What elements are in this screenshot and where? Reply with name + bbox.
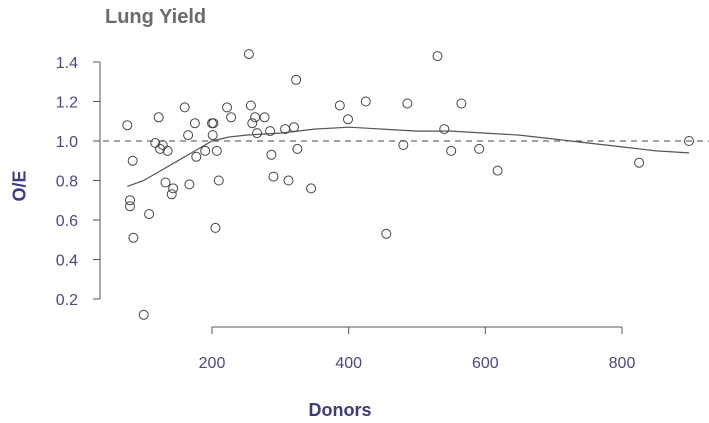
data-point bbox=[283, 175, 294, 186]
data-point bbox=[207, 130, 218, 141]
data-point bbox=[250, 112, 261, 123]
y-tick-label: 1.2 bbox=[56, 95, 78, 112]
data-point bbox=[183, 130, 194, 141]
data-point bbox=[213, 175, 224, 186]
data-point bbox=[247, 118, 258, 129]
data-point bbox=[162, 145, 173, 156]
data-point bbox=[492, 165, 503, 176]
x-tick-label: 200 bbox=[199, 355, 226, 372]
data-point bbox=[265, 126, 276, 137]
data-point bbox=[289, 122, 299, 133]
data-point bbox=[210, 222, 221, 233]
data-point bbox=[144, 209, 155, 220]
y-tick-label: 0.2 bbox=[56, 292, 78, 309]
data-point bbox=[446, 145, 457, 156]
data-point bbox=[474, 143, 485, 154]
data-point bbox=[456, 98, 467, 109]
data-point bbox=[360, 96, 371, 107]
y-tick-label: 1.4 bbox=[56, 55, 78, 72]
data-point bbox=[160, 177, 171, 188]
data-point bbox=[222, 102, 232, 113]
chart-title: Lung Yield bbox=[105, 6, 207, 28]
data-point bbox=[268, 171, 279, 182]
data-point bbox=[157, 140, 168, 150]
data-point bbox=[432, 51, 443, 62]
data-point bbox=[128, 232, 139, 243]
data-point bbox=[200, 145, 211, 156]
data-point bbox=[191, 151, 202, 162]
data-point bbox=[266, 149, 277, 160]
data-point bbox=[439, 124, 450, 135]
smooth-curve bbox=[127, 126, 690, 187]
data-point bbox=[184, 179, 195, 190]
y-tick-label: 0.8 bbox=[56, 174, 78, 191]
data-point bbox=[402, 98, 413, 109]
data-point bbox=[122, 120, 133, 131]
data-point bbox=[189, 118, 200, 129]
data-point bbox=[292, 143, 303, 154]
data-point bbox=[334, 100, 345, 111]
data-point bbox=[634, 157, 645, 168]
x-tick-label: 600 bbox=[472, 355, 499, 372]
x-tick-label: 800 bbox=[609, 355, 636, 372]
data-point bbox=[127, 155, 138, 166]
data-point bbox=[343, 114, 353, 125]
y-axis-label: O/E bbox=[9, 170, 30, 202]
data-point bbox=[211, 145, 222, 156]
data-point bbox=[179, 102, 190, 113]
data-point bbox=[381, 228, 392, 239]
data-point bbox=[166, 189, 177, 200]
y-tick-label: 1.0 bbox=[56, 134, 78, 151]
y-tick-label: 0.4 bbox=[56, 253, 78, 270]
x-axis-label: Donors bbox=[308, 400, 372, 420]
data-point bbox=[125, 195, 135, 206]
data-point bbox=[252, 128, 263, 139]
data-point bbox=[259, 112, 270, 123]
data-point bbox=[245, 100, 256, 111]
data-point bbox=[168, 183, 179, 194]
data-point bbox=[398, 140, 409, 150]
data-point bbox=[208, 118, 219, 129]
data-point bbox=[138, 309, 149, 320]
data-point bbox=[291, 74, 302, 85]
data-point bbox=[150, 138, 161, 148]
x-tick-label: 400 bbox=[335, 355, 362, 372]
y-tick-label: 0.6 bbox=[56, 213, 78, 230]
data-point bbox=[226, 112, 237, 123]
data-point bbox=[243, 49, 254, 60]
data-point bbox=[684, 136, 694, 146]
data-point bbox=[153, 112, 164, 123]
data-point bbox=[306, 183, 317, 194]
data-point bbox=[125, 201, 135, 212]
